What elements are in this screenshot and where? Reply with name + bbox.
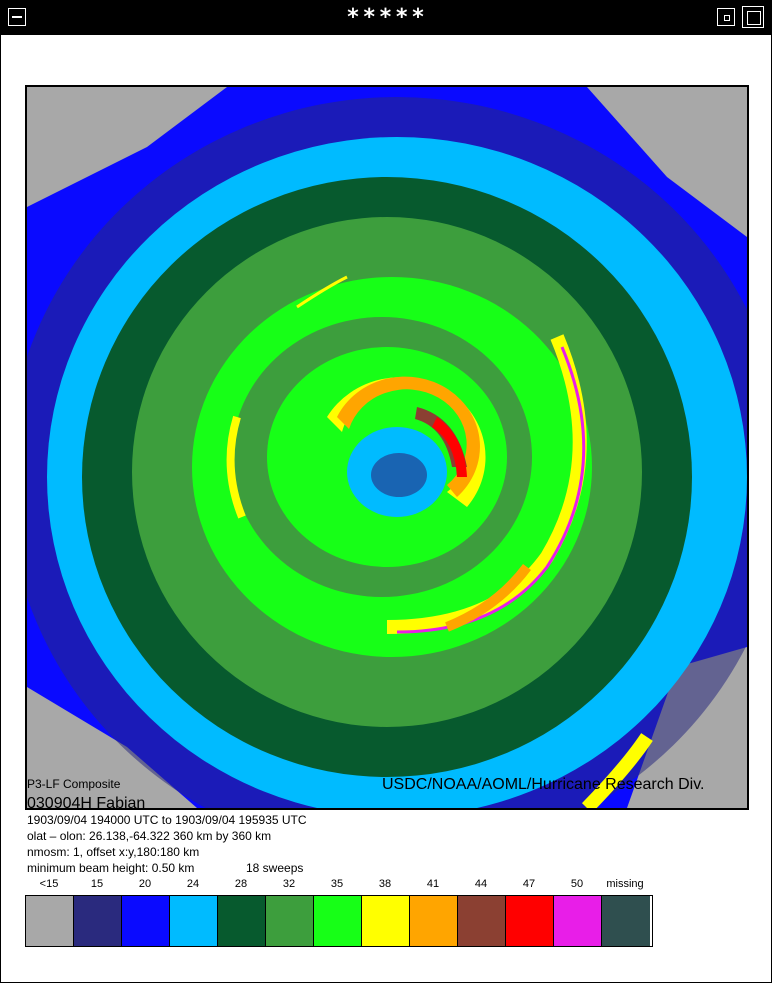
- legend-swatch: [74, 896, 122, 946]
- legend-label: 28: [234, 878, 248, 890]
- agency-label: USDC/NOAA/AOML/Hurricane Research Div.: [382, 776, 705, 793]
- legend-swatch: [314, 896, 362, 946]
- composite-title: P3-LF Composite: [27, 777, 121, 791]
- window-menu-icon[interactable]: [8, 8, 26, 26]
- legend-swatch: [506, 896, 554, 946]
- beam-info: minimum beam height: 0.50 km: [27, 861, 195, 875]
- legend-labels: <15 15 20 24 28 32 35 38 41 44 47 50 mis…: [25, 878, 653, 892]
- legend-swatch: [554, 896, 602, 946]
- mosaic-info: nmosm: 1, offset x:y,180:180 km: [27, 845, 200, 859]
- legend-swatch: [170, 896, 218, 946]
- window-content: P3-LF Composite USDC/NOAA/AOML/Hurricane…: [1, 35, 771, 982]
- title-bar[interactable]: *****: [1, 1, 772, 35]
- storm-id: 030904H Fabian: [27, 795, 146, 812]
- legend-swatch: [362, 896, 410, 946]
- legend-swatch: [602, 896, 650, 946]
- legend-label: <15: [39, 878, 59, 890]
- legend-swatch: [218, 896, 266, 946]
- legend-swatch: [458, 896, 506, 946]
- legend-label: 50: [570, 878, 584, 890]
- legend-swatch: [410, 896, 458, 946]
- legend-swatch: [122, 896, 170, 946]
- legend-label: missing: [606, 878, 644, 890]
- location-info: olat – olon: 26.138,-64.322 360 km by 36…: [27, 829, 272, 843]
- legend-label: 38: [378, 878, 392, 890]
- legend-swatch: [26, 896, 74, 946]
- maximize-icon[interactable]: [742, 6, 764, 28]
- sweeps-info: 18 sweeps: [246, 861, 304, 875]
- color-legend: [25, 895, 653, 947]
- legend-label: 41: [426, 878, 440, 890]
- legend-swatch: [266, 896, 314, 946]
- minimize-icon[interactable]: [717, 8, 735, 26]
- legend-label: 47: [522, 878, 536, 890]
- legend-label: 15: [90, 878, 104, 890]
- window-title: *****: [346, 5, 428, 30]
- legend-label: 32: [282, 878, 296, 890]
- legend-label: 44: [474, 878, 488, 890]
- legend-label: 20: [138, 878, 152, 890]
- radar-composite-image: [25, 85, 749, 810]
- legend-label: 24: [186, 878, 200, 890]
- time-range: 1903/09/04 194000 UTC to 1903/09/04 1959…: [27, 813, 307, 827]
- legend-label: 35: [330, 878, 344, 890]
